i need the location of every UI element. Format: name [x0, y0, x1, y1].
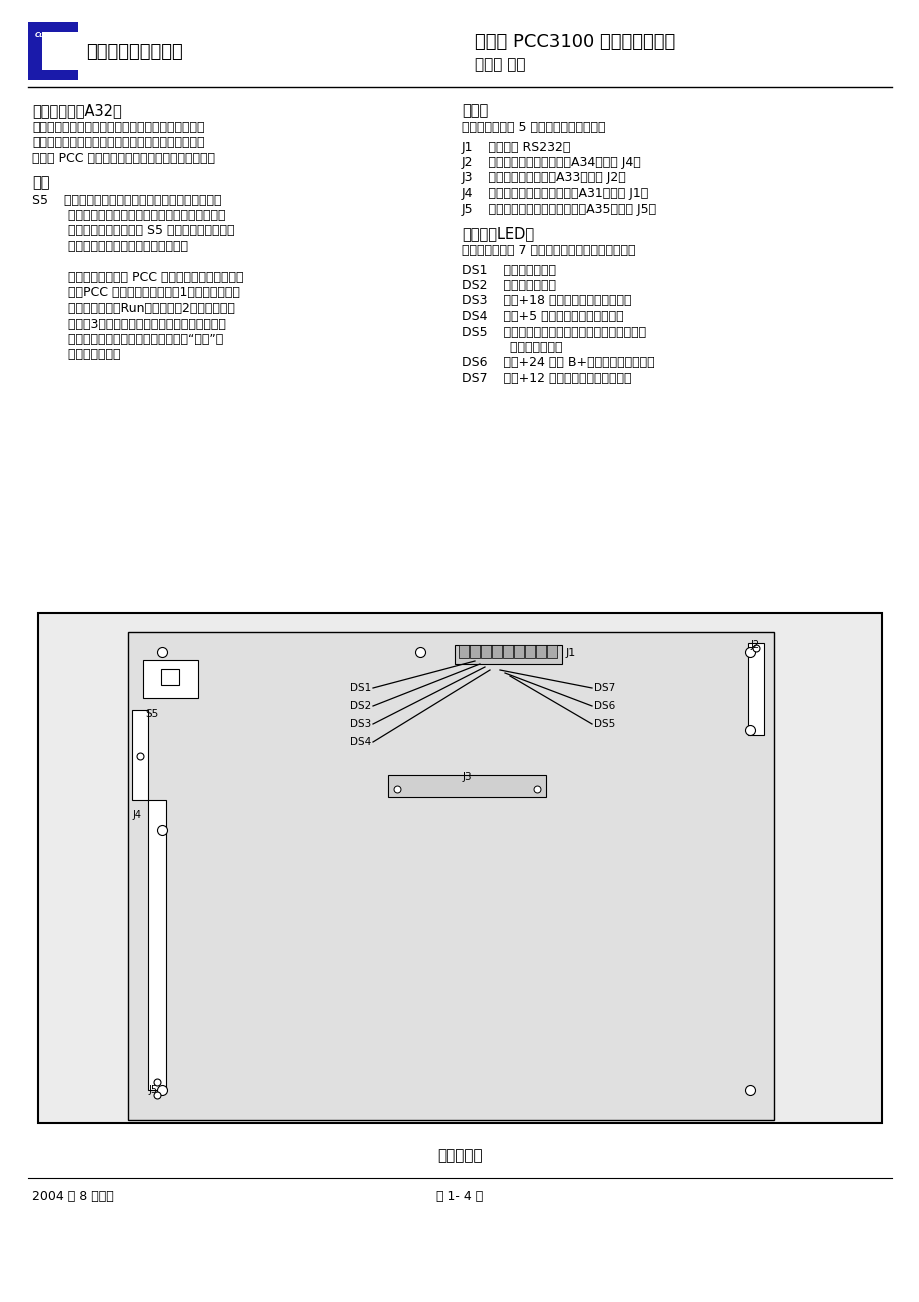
Text: DS6    直流+24 伏特 B+电源正常（绶色）。: DS6 直流+24 伏特 B+电源正常（绶色）。 — [461, 357, 654, 370]
Text: DS1: DS1 — [349, 684, 370, 693]
Text: 板也为 PCC 提供模拟信号与数字信号之间的转换。: 板也为 PCC 提供模拟信号与数字信号之间的转换。 — [32, 152, 215, 165]
Text: DS7: DS7 — [594, 684, 615, 693]
Text: S5: S5 — [145, 710, 158, 719]
Text: Cummins: Cummins — [35, 33, 71, 38]
Text: S5    将开关推向左侧为接电模式，此时控制盘电源／: S5 将开关推向左侧为接电模式，此时控制盘电源／ — [32, 194, 221, 207]
Text: J4: J4 — [131, 810, 141, 820]
Text: DS7    直流+12 伏特电源正常（绶色）。: DS7 直流+12 伏特电源正常（绶色）。 — [461, 372, 630, 385]
Bar — [42, 33, 78, 70]
Text: 第 1- 4 页: 第 1- 4 页 — [436, 1190, 483, 1203]
Text: 开关: 开关 — [32, 176, 50, 190]
Bar — [455, 644, 562, 664]
Bar — [470, 644, 480, 658]
Text: DS4    直流+5 伏特电源正常（绶色）。: DS4 直流+5 伏特电源正常（绶色）。 — [461, 310, 623, 323]
Bar — [747, 643, 763, 736]
Text: 数字电路板还连接到控制盘内其它电路板。数字电路: 数字电路板还连接到控制盘内其它电路板。数字电路 — [32, 137, 204, 150]
Text: 次）（绶色）。: 次）（绶色）。 — [461, 341, 562, 354]
Text: DS3    直流+18 伏特电源正常（绶色）。: DS3 直流+18 伏特电源正常（绶色）。 — [461, 294, 630, 307]
Bar — [161, 669, 179, 685]
Bar — [459, 644, 469, 658]
Bar — [492, 644, 502, 658]
Text: 议在所有应用中始终将 S5 开关设在接电模式位: 议在所有应用中始终将 S5 开关设在接电模式位 — [32, 224, 234, 237]
Bar — [28, 22, 78, 79]
Text: J3: J3 — [461, 772, 471, 783]
Text: 开关置于运行（Run）位置，（2）按自我侦测: 开关置于运行（Run）位置，（2）按自我侦测 — [32, 302, 234, 315]
Text: DS5: DS5 — [594, 719, 615, 729]
Text: 于自动位置）或接到外来开关的任一“唤醒”信: 于自动位置）或接到外来开关的任一“唤醒”信 — [32, 333, 223, 346]
Bar — [547, 644, 556, 658]
Text: 号而被初始化。: 号而被初始化。 — [32, 349, 120, 362]
Text: 数字电路板上有 5 个接插件，说明如下：: 数字电路板上有 5 个接插件，说明如下： — [461, 121, 605, 134]
Bar — [148, 799, 165, 1090]
Text: J3    连接到模拟电路板（A33）上的 J2。: J3 连接到模拟电路板（A33）上的 J2。 — [461, 172, 626, 185]
Text: 数字电路板共有 7 组二极管，分别显示下列状态：: 数字电路板共有 7 组二极管，分别显示下列状态： — [461, 243, 635, 256]
Bar — [536, 644, 545, 658]
Text: 操作软件一直通电，直到开关扳到备用模式。建: 操作软件一直通电，直到开关扳到备用模式。建 — [32, 210, 225, 223]
Text: 接插件: 接插件 — [461, 103, 488, 118]
Bar — [38, 613, 881, 1124]
Text: J4    连接到发动机界面电路板（A31）上的 J1。: J4 连接到发动机界面电路板（A31）上的 J1。 — [461, 187, 649, 201]
Bar — [514, 644, 524, 658]
Text: J5: J5 — [148, 1085, 157, 1095]
Bar — [503, 644, 513, 658]
Text: J1: J1 — [565, 648, 575, 658]
Text: 式，PCC 操作软件将会因：（1）前端面板操作: 式，PCC 操作软件将会因：（1）前端面板操作 — [32, 286, 240, 299]
Text: DS4: DS4 — [349, 737, 370, 747]
Text: DS2    备用（绶色）。: DS2 备用（绶色）。 — [461, 279, 555, 292]
Bar — [525, 644, 535, 658]
Bar — [388, 775, 545, 797]
Bar — [131, 710, 148, 799]
Text: 康明斯东亚培训中心: 康明斯东亚培训中心 — [85, 43, 183, 61]
Text: 置，除非不能提供辅助蓄电池充电。: 置，除非不能提供辅助蓄电池充电。 — [32, 240, 187, 253]
Text: 键，（3）遥控起动输入信号（前端面板开关位: 键，（3）遥控起动输入信号（前端面板开关位 — [32, 318, 226, 331]
Text: 数字电路板: 数字电路板 — [437, 1148, 482, 1163]
Text: J1    串行界面 RS232。: J1 串行界面 RS232。 — [461, 141, 571, 154]
Text: 康明斯 PCC3100 控制器培训讲义: 康明斯 PCC3100 控制器培训讲义 — [474, 33, 675, 51]
Text: DS2: DS2 — [349, 700, 370, 711]
Text: 万世罃 编辑: 万世罃 编辑 — [474, 57, 525, 73]
Text: DS5    运行（如果软件正在工作，它将每秒闪烁一: DS5 运行（如果软件正在工作，它将每秒闪烁一 — [461, 326, 645, 339]
Text: DS6: DS6 — [594, 700, 615, 711]
Text: 数字电路板包含控制盘用微处理器和操作软件，同时: 数字电路板包含控制盘用微处理器和操作软件，同时 — [32, 121, 204, 134]
Text: 向右推动此开关将 PCC 切换到备用模式。在此模: 向右推动此开关将 PCC 切换到备用模式。在此模 — [32, 271, 244, 284]
Text: J5    连接到数字显示电路板总成（A35）上的 J5。: J5 连接到数字显示电路板总成（A35）上的 J5。 — [461, 203, 656, 216]
Text: 2004 年 8 月修订: 2004 年 8 月修订 — [32, 1190, 114, 1203]
Text: J2    连接到用户界面电路板（A34）上的 J4。: J2 连接到用户界面电路板（A34）上的 J4。 — [461, 156, 641, 169]
Text: 数字电路板（A32）: 数字电路板（A32） — [32, 103, 121, 118]
Text: J2: J2 — [749, 641, 758, 650]
Bar — [128, 631, 773, 1120]
Text: 二极管（LED）: 二极管（LED） — [461, 227, 534, 241]
Bar — [481, 644, 491, 658]
Text: DS1    备用（绿色）。: DS1 备用（绿色）。 — [461, 263, 555, 276]
Text: DS3: DS3 — [349, 719, 370, 729]
Bar — [142, 660, 198, 698]
